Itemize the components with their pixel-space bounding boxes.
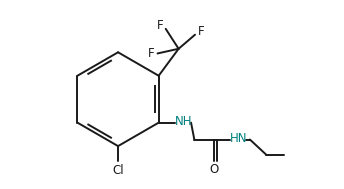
- Text: F: F: [148, 47, 155, 60]
- Text: F: F: [197, 25, 204, 38]
- Text: Cl: Cl: [112, 164, 124, 177]
- Text: O: O: [209, 163, 218, 176]
- Text: NH: NH: [175, 115, 193, 129]
- Text: F: F: [157, 19, 164, 32]
- Text: HN: HN: [230, 132, 248, 145]
